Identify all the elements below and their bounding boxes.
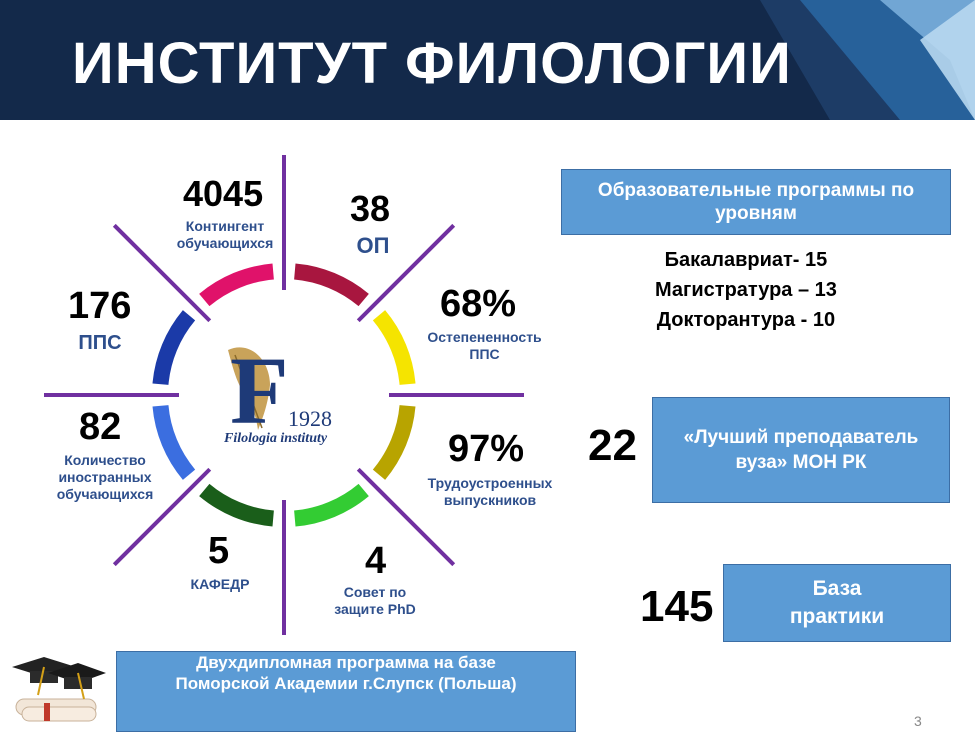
ring-spoke — [356, 223, 456, 323]
ring-spoke — [112, 467, 212, 567]
degree-label: Остепененность ППС — [427, 329, 542, 362]
contingent-value: 4045 — [183, 173, 264, 214]
level-bachelor: Бакалавриат- 15 — [664, 249, 828, 271]
pps-value: 176 — [68, 285, 132, 327]
programs-box: Образовательные программы по уровням — [561, 169, 951, 235]
employment-label: Трудоустроенных выпускников — [427, 475, 553, 508]
phd-label: Совет по защите PhD — [334, 584, 416, 617]
ring-segments — [152, 263, 416, 527]
practice-value: 145 — [640, 582, 714, 631]
level-doctorate: Докторантура - 10 — [656, 309, 836, 331]
logo-name: Filologia instituty — [224, 431, 328, 446]
contingent-label: Контингент обучающихся — [176, 218, 274, 251]
employment-value: 97% — [448, 428, 525, 470]
practice-box: База практики — [723, 564, 951, 642]
best-teacher-box: «Лучший преподаватель вуза» МОН РК — [652, 397, 950, 503]
ring-segment-contingent — [199, 263, 275, 307]
ring-spoke — [356, 467, 456, 567]
phd-value: 4 — [365, 540, 387, 582]
degree-value: 68% — [440, 283, 517, 325]
banner-decoration — [760, 0, 975, 120]
page-title: ИНСТИТУТ ФИЛОЛОГИИ — [72, 31, 792, 96]
departments-label: КАФЕДР — [190, 576, 250, 592]
pps-label: ППС — [78, 332, 122, 354]
ring-spoke — [112, 223, 212, 323]
ring-segment-phd — [293, 483, 369, 527]
graduation-caps-icon — [12, 657, 106, 722]
departments-value: 5 — [208, 530, 230, 572]
ring-segment-degree — [372, 310, 416, 386]
ring-segment-pps — [152, 310, 196, 386]
best-teacher-value: 22 — [588, 421, 637, 470]
foreign-label: Количество иностранных обучающихся — [56, 452, 154, 502]
feather-icon — [228, 347, 270, 430]
foreign-value: 82 — [79, 406, 122, 448]
header-banner: ИНСТИТУТ ФИЛОЛОГИИ — [0, 0, 975, 120]
ring-segment-employment — [372, 404, 416, 480]
page-number: 3 — [914, 713, 922, 729]
ring-segment-op — [293, 263, 369, 307]
ring-spokes — [44, 155, 524, 635]
programs-levels: Бакалавриат- 15 Магистратура – 13 Доктор… — [655, 245, 837, 335]
op-value: 38 — [350, 188, 391, 229]
level-master: Магистратура – 13 — [655, 279, 837, 301]
logo-year: 1928 — [288, 406, 332, 431]
double-degree-box: Двухдипломная программа на базе Поморско… — [116, 651, 576, 732]
feather-shaft — [234, 354, 263, 429]
logo-letter: F — [230, 337, 289, 444]
op-label: ОП — [356, 233, 390, 258]
ring-segment-foreign — [152, 404, 196, 480]
ring-segment-departments — [199, 483, 275, 527]
